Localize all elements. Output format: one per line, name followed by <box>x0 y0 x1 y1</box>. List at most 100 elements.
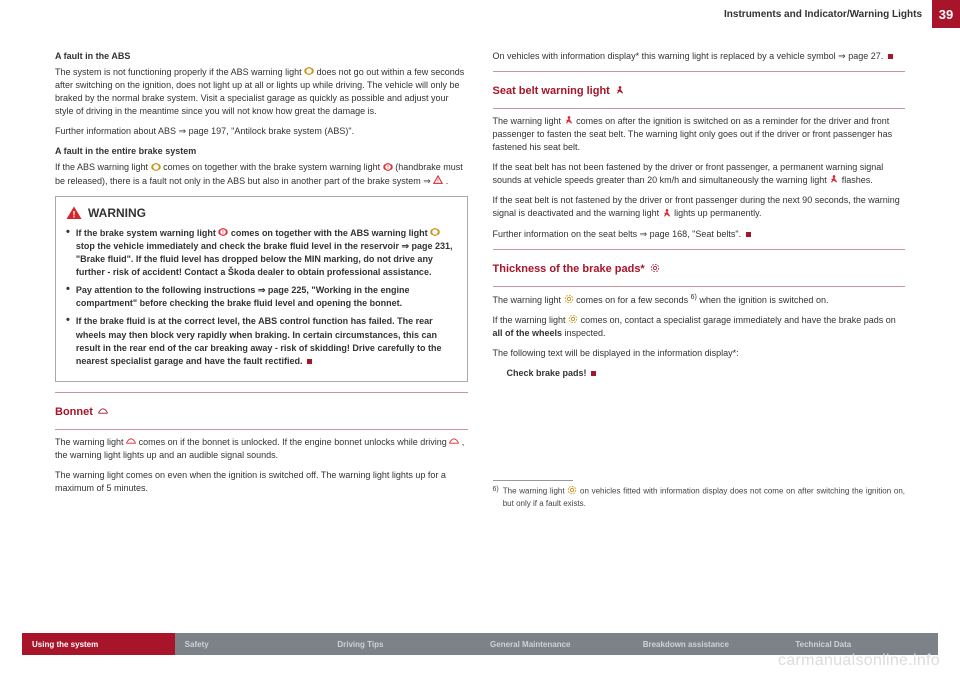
footnote-number: 6) <box>493 486 499 493</box>
text: comes on for a few seconds <box>576 295 691 305</box>
nav-tab-using-the-system[interactable]: Using the system <box>22 633 175 655</box>
text: comes on if the bonnet is unlocked. If t… <box>139 437 450 447</box>
page-content: A fault in the ABS The system is not fun… <box>55 50 905 618</box>
text: . <box>446 176 449 186</box>
text: If the seat belt has not been fastened b… <box>493 162 884 185</box>
text: The warning light <box>493 116 564 126</box>
seatbelt-icon <box>564 115 574 128</box>
watermark: carmanualsonline.info <box>778 652 940 670</box>
end-marker-icon <box>307 359 312 364</box>
seatbelt-more-info: Further information on the seat belts ⇒ … <box>493 228 906 241</box>
chapter-title: Instruments and Indicator/Warning Lights <box>724 1 932 28</box>
brake-pad-icon <box>568 314 578 327</box>
seatbelt-icon <box>829 174 839 187</box>
bonnet-paragraph-2: The warning light comes on even when the… <box>55 469 468 495</box>
nav-tab-general-maintenance[interactable]: General Maintenance <box>480 633 633 655</box>
section-divider <box>493 108 906 109</box>
nav-label: Safety <box>185 640 209 649</box>
nav-label: Driving Tips <box>337 640 383 649</box>
footnote-text: The warning light on vehicles fitted wit… <box>503 485 905 509</box>
text: The system is not functioning properly i… <box>55 67 304 77</box>
brake-fault-paragraph: If the ABS warning light comes on togeth… <box>55 161 468 187</box>
warning-label: WARNING <box>88 205 146 222</box>
end-marker-icon <box>888 54 893 59</box>
abs-icon <box>430 227 440 240</box>
text-bold: all of the wheels <box>493 328 563 338</box>
section-divider <box>55 392 468 393</box>
warning-bullet-1: • If the brake system warning light ! co… <box>66 227 457 279</box>
bullet-icon: • <box>66 227 70 279</box>
section-title-text: Thickness of the brake pads* <box>493 262 645 278</box>
section-divider <box>493 286 906 287</box>
footnote-rule <box>493 480 573 481</box>
bullet-icon: • <box>66 284 70 310</box>
seatbelt-section-title: Seat belt warning light <box>493 84 906 100</box>
svg-text:!: ! <box>73 210 76 220</box>
nav-tab-safety[interactable]: Safety <box>175 633 328 655</box>
brake-warning-icon: ! <box>383 162 393 175</box>
warning-bullet-text: Pay attention to the following instructi… <box>76 284 457 310</box>
brake-fault-heading: A fault in the entire brake system <box>55 145 468 158</box>
nav-label: Using the system <box>32 640 98 649</box>
nav-label: General Maintenance <box>490 640 570 649</box>
text: If the ABS warning light <box>55 162 151 172</box>
text: lights up permanently. <box>674 208 761 218</box>
abs-icon <box>151 162 161 175</box>
brake-pad-icon <box>564 294 574 307</box>
text: The warning light <box>503 486 568 495</box>
end-marker-icon <box>746 232 751 237</box>
text: If the warning light <box>493 315 569 325</box>
abs-fault-heading: A fault in the ABS <box>55 50 468 63</box>
info-display-note: On vehicles with information display* th… <box>493 50 906 63</box>
warning-bullet-3: • If the brake fluid is at the correct l… <box>66 315 457 367</box>
abs-more-info: Further information about ABS ⇒ page 197… <box>55 125 468 138</box>
text: Further information on the seat belts ⇒ … <box>493 229 742 239</box>
abs-icon <box>304 66 314 79</box>
pads-paragraph-3: The following text will be displayed in … <box>493 347 906 360</box>
nav-tab-breakdown-assistance[interactable]: Breakdown assistance <box>633 633 786 655</box>
warning-triangle-icon: ! <box>66 206 82 220</box>
footnote-ref: 6) <box>691 294 697 301</box>
warning-header: ! WARNING <box>66 205 457 222</box>
footnote-6: 6) The warning light on vehicles fitted … <box>493 485 906 509</box>
text: when the ignition is switched on. <box>699 295 828 305</box>
text: comes on together with the ABS warning l… <box>231 228 430 238</box>
nav-label: Breakdown assistance <box>643 640 729 649</box>
bullet-icon: • <box>66 315 70 367</box>
text: flashes. <box>842 175 873 185</box>
left-column: A fault in the ABS The system is not fun… <box>55 50 468 618</box>
nav-label: Technical Data <box>795 640 851 649</box>
brake-pad-icon <box>650 262 660 278</box>
page-number: 39 <box>932 0 960 28</box>
pads-paragraph-1: The warning light comes on for a few sec… <box>493 293 906 307</box>
seatbelt-paragraph-1: The warning light comes on after the ign… <box>493 115 906 154</box>
text: comes on together with the brake system … <box>163 162 383 172</box>
nav-tab-driving-tips[interactable]: Driving Tips <box>327 633 480 655</box>
text: stop the vehicle immediately and check t… <box>76 241 453 277</box>
bonnet-section-title: Bonnet <box>55 405 468 421</box>
section-divider <box>493 71 906 72</box>
page-header: Instruments and Indicator/Warning Lights… <box>724 0 960 28</box>
pads-paragraph-2: If the warning light comes on, contact a… <box>493 314 906 340</box>
warning-box: ! WARNING • If the brake system warning … <box>55 196 468 382</box>
warning-bullet-text: If the brake fluid is at the correct lev… <box>76 315 457 367</box>
section-title-text: Seat belt warning light <box>493 84 610 100</box>
section-divider <box>493 249 906 250</box>
bonnet-paragraph-1: The warning light comes on if the bonnet… <box>55 436 468 462</box>
text: On vehicles with information display* th… <box>493 51 884 61</box>
seatbelt-icon <box>615 84 625 100</box>
text: If the brake fluid is at the correct lev… <box>76 316 442 365</box>
seatbelt-icon <box>662 208 672 221</box>
text: comes on, contact a specialist garage im… <box>581 315 896 325</box>
brake-warning-icon: ! <box>218 227 228 240</box>
warning-triangle-icon: ! <box>433 175 443 188</box>
end-marker-icon <box>591 371 596 376</box>
abs-fault-paragraph: The system is not functioning properly i… <box>55 66 468 118</box>
pads-display-message: Check brake pads! <box>507 367 906 380</box>
seatbelt-paragraph-2: If the seat belt has not been fastened b… <box>493 161 906 187</box>
text: The warning light <box>55 437 126 447</box>
bonnet-icon <box>449 436 459 449</box>
section-title-text: Bonnet <box>55 405 93 421</box>
text: Check brake pads! <box>507 368 587 378</box>
brake-pads-section-title: Thickness of the brake pads* <box>493 262 906 278</box>
